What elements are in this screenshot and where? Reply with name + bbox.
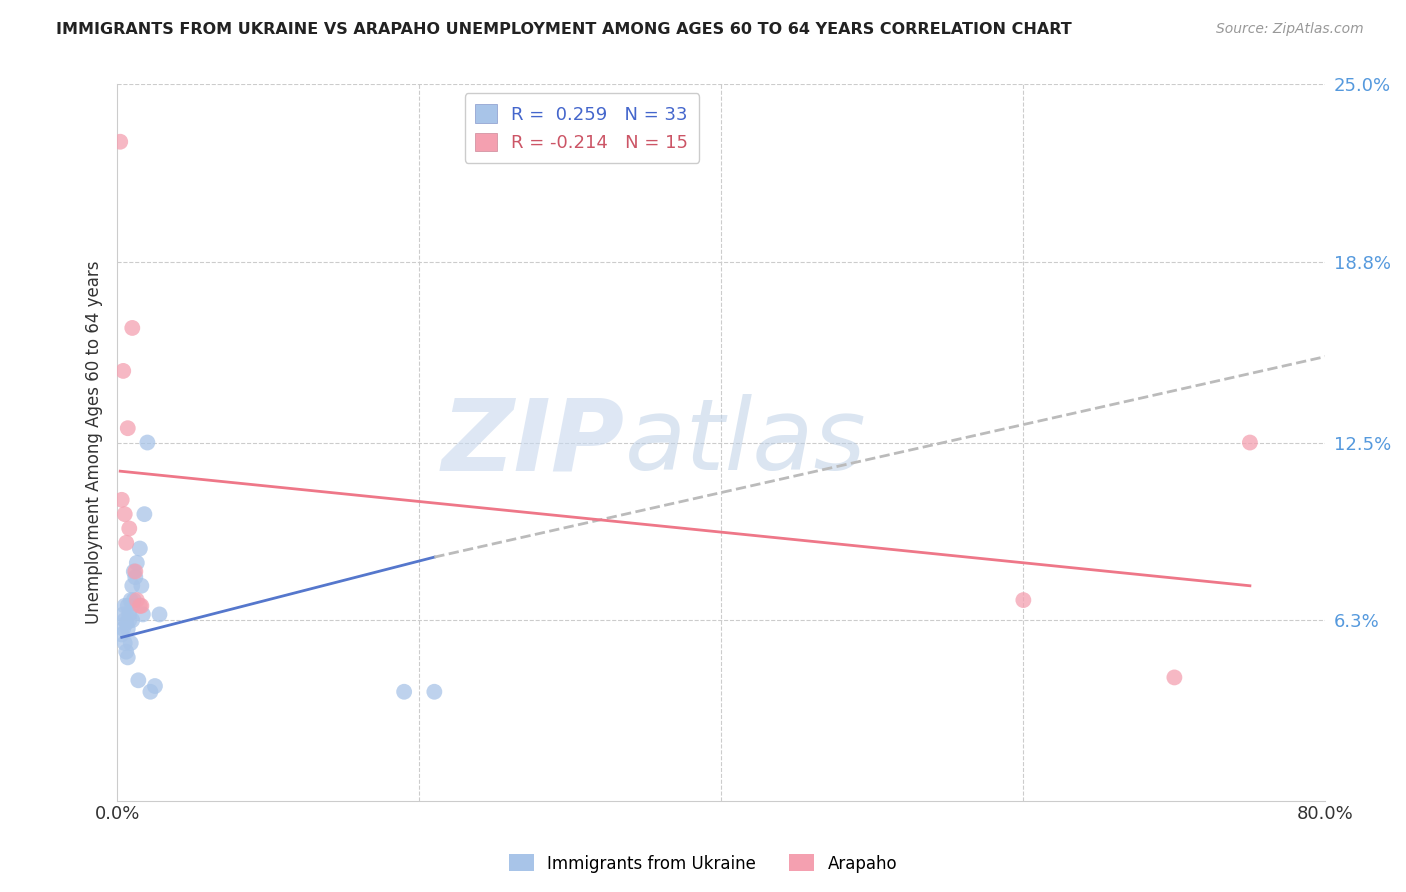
Point: [112, 607, 135, 622]
Point: [117, 599, 139, 613]
Point: [121, 599, 143, 613]
Text: Source: ZipAtlas.com: Source: ZipAtlas.com: [1216, 22, 1364, 37]
Point: [112, 622, 135, 636]
Point: [131, 599, 153, 613]
Point: [117, 421, 139, 435]
Text: IMMIGRANTS FROM UKRAINE VS ARAPAHO UNEMPLOYMENT AMONG AGES 60 TO 64 YEARS CORREL: IMMIGRANTS FROM UKRAINE VS ARAPAHO UNEMP…: [56, 22, 1071, 37]
Point: [121, 579, 143, 593]
Point: [392, 685, 415, 699]
Point: [115, 615, 138, 630]
Point: [111, 627, 134, 641]
Point: [148, 607, 170, 622]
Point: [122, 565, 145, 579]
Point: [124, 565, 146, 579]
Y-axis label: Unemployment Among Ages 60 to 64 years: Unemployment Among Ages 60 to 64 years: [86, 260, 103, 624]
Point: [118, 607, 141, 622]
Point: [122, 593, 145, 607]
Point: [128, 599, 150, 613]
Point: [134, 507, 156, 521]
Point: [127, 673, 149, 688]
Legend: R =  0.259   N = 33, R = -0.214   N = 15: R = 0.259 N = 33, R = -0.214 N = 15: [464, 94, 699, 163]
Point: [120, 593, 142, 607]
Point: [1012, 593, 1035, 607]
Point: [1239, 435, 1261, 450]
Legend: Immigrants from Ukraine, Arapaho: Immigrants from Ukraine, Arapaho: [502, 847, 904, 880]
Text: atlas: atlas: [624, 394, 866, 491]
Point: [124, 570, 146, 584]
Point: [125, 556, 148, 570]
Point: [108, 135, 131, 149]
Point: [120, 636, 142, 650]
Point: [131, 579, 153, 593]
Point: [128, 541, 150, 556]
Text: ZIP: ZIP: [441, 394, 624, 491]
Point: [136, 435, 159, 450]
Point: [115, 645, 138, 659]
Point: [112, 364, 135, 378]
Point: [117, 622, 139, 636]
Point: [139, 685, 162, 699]
Point: [121, 613, 143, 627]
Point: [132, 607, 155, 622]
Point: [143, 679, 166, 693]
Point: [118, 613, 141, 627]
Point: [114, 507, 136, 521]
Point: [121, 321, 143, 335]
Point: [1163, 670, 1185, 684]
Point: [117, 650, 139, 665]
Point: [111, 492, 134, 507]
Point: [114, 636, 136, 650]
Point: [423, 685, 446, 699]
Point: [118, 521, 141, 535]
Point: [125, 593, 148, 607]
Point: [114, 599, 136, 613]
Point: [114, 613, 136, 627]
Point: [115, 536, 138, 550]
